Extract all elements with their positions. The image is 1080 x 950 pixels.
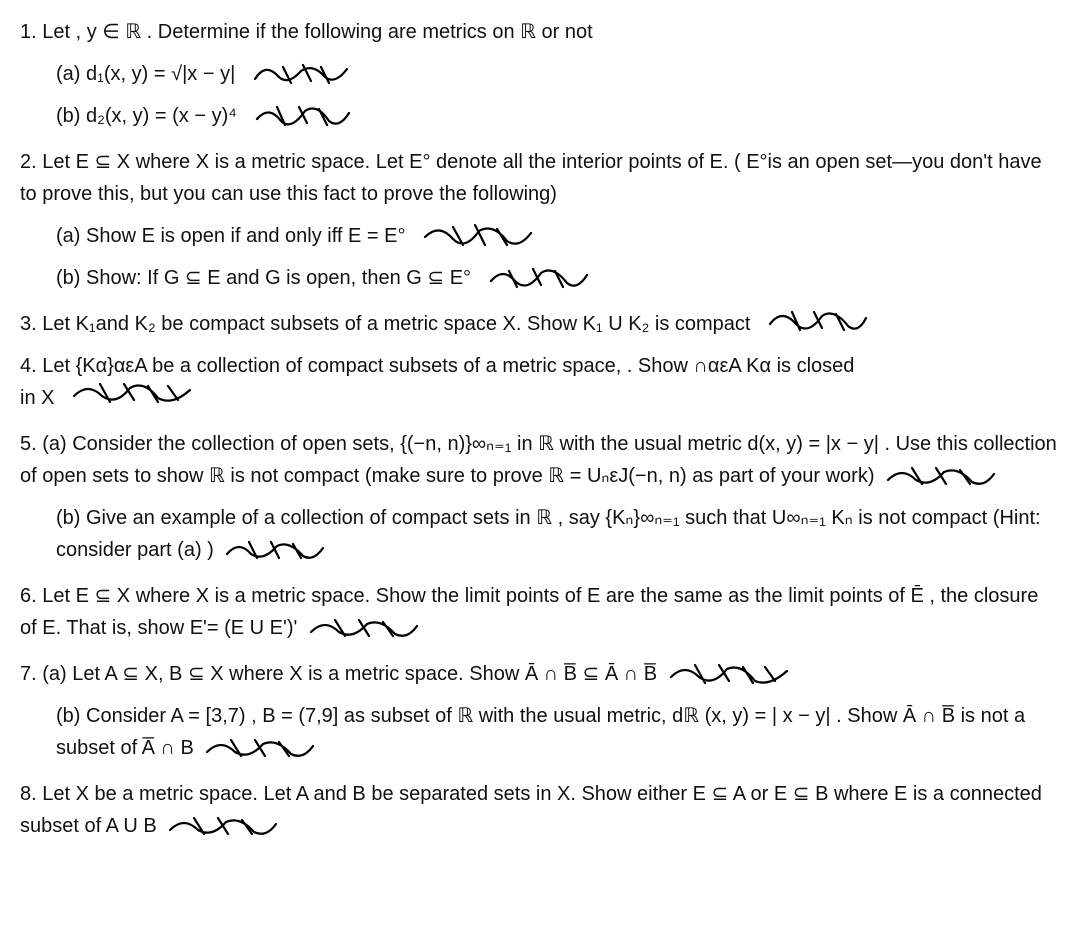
scribble-icon [423, 223, 533, 249]
q1a: (a) d₁(x, y) = √|x − y| [56, 58, 1060, 90]
q4: 4. Let {Kα}αεA be a collection of compac… [20, 350, 1060, 414]
q1a-text: (a) d₁(x, y) = √|x − y| [56, 58, 235, 90]
q3-text: 3. Let K₁and K₂ be compact subsets of a … [20, 308, 750, 340]
q2a-text: (a) Show E is open if and only iff E = E… [56, 220, 405, 252]
q4-line2-row: in X [20, 382, 1060, 414]
scribble-icon [768, 308, 868, 334]
q4-line2: in X [20, 382, 54, 414]
q2b-text: (b) Show: If G ⊆ E and G is open, then G… [56, 262, 471, 294]
q2-stem-text: 2. Let E ⊆ X where X is a metric space. … [20, 146, 1060, 210]
q6: 6. Let E ⊆ X where X is a metric space. … [20, 580, 1060, 644]
q2a: (a) Show E is open if and only iff E = E… [56, 220, 1060, 252]
q4-line1: 4. Let {Kα}αεA be a collection of compac… [20, 350, 1060, 382]
scribble-icon [168, 816, 278, 838]
q8: 8. Let X be a metric space. Let A and B … [20, 778, 1060, 842]
q3: 3. Let K₁and K₂ be compact subsets of a … [20, 308, 1060, 340]
q5b-text: (b) Give an example of a collection of c… [56, 507, 1041, 561]
q1-stem: 1. Let , y ∈ ℝ . Determine if the follow… [20, 16, 1060, 48]
q7a-row: 7. (a) Let A ⊆ X, B ⊆ X where X is a met… [20, 658, 1060, 690]
q2b: (b) Show: If G ⊆ E and G is open, then G… [56, 262, 1060, 294]
q7b-row: (b) Consider A = [3,7) , B = (7,9] as su… [56, 700, 1060, 764]
scribble-icon [72, 382, 192, 404]
q1b-text: (b) d₂(x, y) = (x − y)⁴ [56, 100, 237, 132]
scribble-icon [225, 540, 325, 562]
scribble-icon [255, 103, 351, 129]
scribble-icon [886, 466, 996, 488]
q2: 2. Let E ⊆ X where X is a metric space. … [20, 146, 1060, 294]
q2-stem: 2. Let E ⊆ X where X is a metric space. … [20, 146, 1060, 210]
scribble-icon [309, 618, 419, 640]
scribble-icon [669, 663, 789, 687]
q5: 5. (a) Consider the collection of open s… [20, 428, 1060, 566]
q5a-row: 5. (a) Consider the collection of open s… [20, 428, 1060, 492]
q7b-text: (b) Consider A = [3,7) , B = (7,9] as su… [56, 705, 1025, 759]
q7a-text: 7. (a) Let A ⊆ X, B ⊆ X where X is a met… [20, 663, 657, 685]
q7: 7. (a) Let A ⊆ X, B ⊆ X where X is a met… [20, 658, 1060, 764]
scribble-icon [253, 61, 349, 87]
q1b: (b) d₂(x, y) = (x − y)⁴ [56, 100, 1060, 132]
q6-text: 6. Let E ⊆ X where X is a metric space. … [20, 585, 1038, 639]
q1: 1. Let , y ∈ ℝ . Determine if the follow… [20, 16, 1060, 132]
q5b-row: (b) Give an example of a collection of c… [56, 502, 1060, 566]
q1-stem-text: 1. Let , y ∈ ℝ . Determine if the follow… [20, 16, 593, 48]
scribble-icon [489, 265, 589, 291]
scribble-icon [205, 738, 315, 760]
